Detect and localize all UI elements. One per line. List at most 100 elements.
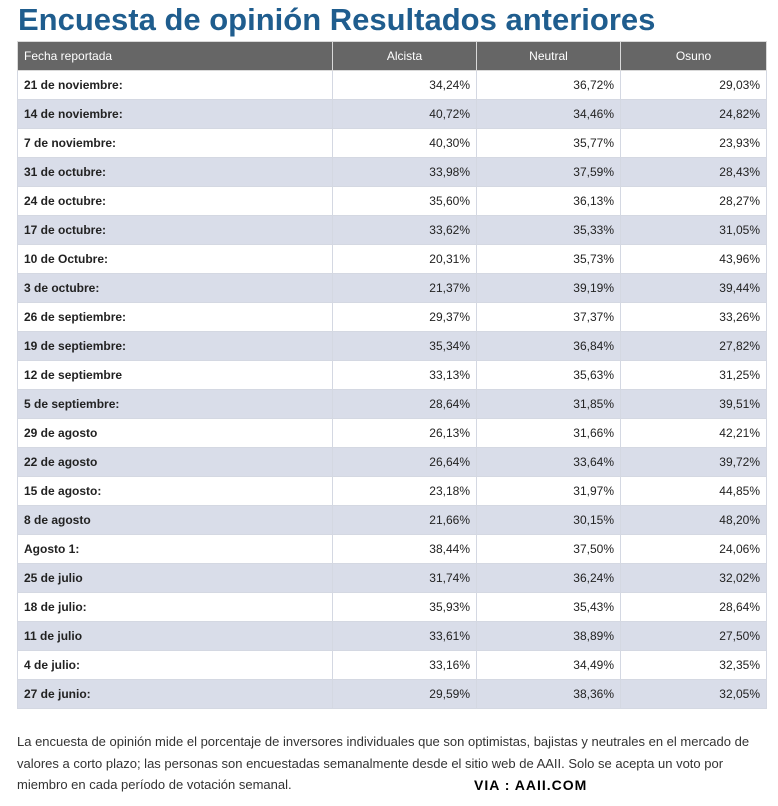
row-bullish-value: 31,74% [332, 563, 477, 593]
table-row: 31 de octubre: 33,98% 37,59% 28,43% [17, 157, 767, 187]
row-date: 5 de septiembre: [17, 389, 333, 419]
survey-description: La encuesta de opinión mide el porcentaj… [17, 734, 750, 792]
row-bearish-value: 27,50% [620, 621, 767, 651]
row-date: 29 de agosto [17, 418, 333, 448]
table-row: 14 de noviembre: 40,72% 34,46% 24,82% [17, 99, 767, 129]
row-date: 8 de agosto [17, 505, 333, 535]
row-bearish-value: 48,20% [620, 505, 767, 535]
table-row: 7 de noviembre: 40,30% 35,77% 23,93% [17, 128, 767, 158]
row-bullish-value: 33,16% [332, 650, 477, 680]
row-bearish-value: 44,85% [620, 476, 767, 506]
table-header-row: Fecha reportada Alcista Neutral Osuno [17, 41, 767, 71]
row-bearish-value: 32,05% [620, 679, 767, 709]
row-bullish-value: 35,93% [332, 592, 477, 622]
row-bearish-value: 31,05% [620, 215, 767, 245]
table-row: 17 de octubre: 33,62% 35,33% 31,05% [17, 215, 767, 245]
row-bullish-value: 33,98% [332, 157, 477, 187]
row-bearish-value: 39,44% [620, 273, 767, 303]
row-date: 19 de septiembre: [17, 331, 333, 361]
row-bearish-value: 33,26% [620, 302, 767, 332]
row-neutral-value: 36,24% [476, 563, 621, 593]
row-bearish-value: 39,51% [620, 389, 767, 419]
row-bullish-value: 33,13% [332, 360, 477, 390]
table-row: 24 de octubre: 35,60% 36,13% 28,27% [17, 186, 767, 216]
row-bullish-value: 21,66% [332, 505, 477, 535]
row-neutral-value: 35,73% [476, 244, 621, 274]
row-neutral-value: 34,46% [476, 99, 621, 129]
row-date: 15 de agosto: [17, 476, 333, 506]
table-row: 18 de julio: 35,93% 35,43% 28,64% [17, 592, 767, 622]
row-bullish-value: 26,13% [332, 418, 477, 448]
row-bearish-value: 42,21% [620, 418, 767, 448]
row-bullish-value: 21,37% [332, 273, 477, 303]
row-neutral-value: 34,49% [476, 650, 621, 680]
row-date: 18 de julio: [17, 592, 333, 622]
table-row: 19 de septiembre: 35,34% 36,84% 27,82% [17, 331, 767, 361]
page-title: Encuesta de opinión Resultados anteriore… [18, 2, 656, 37]
table-row: 4 de julio: 33,16% 34,49% 32,35% [17, 650, 767, 680]
row-bullish-value: 23,18% [332, 476, 477, 506]
row-neutral-value: 38,36% [476, 679, 621, 709]
table-row: 5 de septiembre: 28,64% 31,85% 39,51% [17, 389, 767, 419]
row-neutral-value: 37,59% [476, 157, 621, 187]
header-reported-date: Fecha reportada [17, 41, 333, 71]
row-bullish-value: 20,31% [332, 244, 477, 274]
row-neutral-value: 36,13% [476, 186, 621, 216]
table-row: 26 de septiembre: 29,37% 37,37% 33,26% [17, 302, 767, 332]
row-bearish-value: 24,82% [620, 99, 767, 129]
row-date: 21 de noviembre: [17, 70, 333, 100]
row-bearish-value: 32,35% [620, 650, 767, 680]
row-neutral-value: 33,64% [476, 447, 621, 477]
row-bearish-value: 28,64% [620, 592, 767, 622]
row-neutral-value: 35,33% [476, 215, 621, 245]
row-date: 27 de junio: [17, 679, 333, 709]
row-neutral-value: 31,66% [476, 418, 621, 448]
row-bullish-value: 28,64% [332, 389, 477, 419]
row-bearish-value: 39,72% [620, 447, 767, 477]
table-row: 15 de agosto: 23,18% 31,97% 44,85% [17, 476, 767, 506]
row-bearish-value: 43,96% [620, 244, 767, 274]
row-date: Agosto 1: [17, 534, 333, 564]
table-row: 8 de agosto 21,66% 30,15% 48,20% [17, 505, 767, 535]
row-bullish-value: 34,24% [332, 70, 477, 100]
table-row: 12 de septiembre 33,13% 35,63% 31,25% [17, 360, 767, 390]
row-neutral-value: 30,15% [476, 505, 621, 535]
row-neutral-value: 36,84% [476, 331, 621, 361]
row-bullish-value: 33,62% [332, 215, 477, 245]
row-date: 17 de octubre: [17, 215, 333, 245]
row-bullish-value: 35,34% [332, 331, 477, 361]
header-neutral: Neutral [476, 41, 621, 71]
row-neutral-value: 36,72% [476, 70, 621, 100]
table-body: 21 de noviembre: 34,24% 36,72% 29,03% 14 de … [17, 70, 767, 709]
row-bullish-value: 40,30% [332, 128, 477, 158]
source-credit: VIA : AAII.COM [474, 777, 588, 793]
row-bearish-value: 32,02% [620, 563, 767, 593]
row-neutral-value: 31,97% [476, 476, 621, 506]
table-row: 29 de agosto 26,13% 31,66% 42,21% [17, 418, 767, 448]
row-bearish-value: 27,82% [620, 331, 767, 361]
row-neutral-value: 38,89% [476, 621, 621, 651]
row-bearish-value: 23,93% [620, 128, 767, 158]
row-bullish-value: 38,44% [332, 534, 477, 564]
table-row: 27 de junio: 29,59% 38,36% 32,05% [17, 679, 767, 709]
row-neutral-value: 37,50% [476, 534, 621, 564]
row-bearish-value: 28,43% [620, 157, 767, 187]
row-neutral-value: 35,43% [476, 592, 621, 622]
row-bearish-value: 24,06% [620, 534, 767, 564]
row-date: 11 de julio [17, 621, 333, 651]
table-row: 22 de agosto 26,64% 33,64% 39,72% [17, 447, 767, 477]
row-neutral-value: 31,85% [476, 389, 621, 419]
row-bullish-value: 26,64% [332, 447, 477, 477]
row-neutral-value: 35,77% [476, 128, 621, 158]
row-date: 3 de octubre: [17, 273, 333, 303]
row-neutral-value: 39,19% [476, 273, 621, 303]
row-bearish-value: 29,03% [620, 70, 767, 100]
row-date: 22 de agosto [17, 447, 333, 477]
table-row: 3 de octubre: 21,37% 39,19% 39,44% [17, 273, 767, 303]
row-date: 14 de noviembre: [17, 99, 333, 129]
row-neutral-value: 37,37% [476, 302, 621, 332]
table-row: 11 de julio 33,61% 38,89% 27,50% [17, 621, 767, 651]
header-bullish: Alcista [332, 41, 477, 71]
row-date: 4 de julio: [17, 650, 333, 680]
table-row: 21 de noviembre: 34,24% 36,72% 29,03% [17, 70, 767, 100]
